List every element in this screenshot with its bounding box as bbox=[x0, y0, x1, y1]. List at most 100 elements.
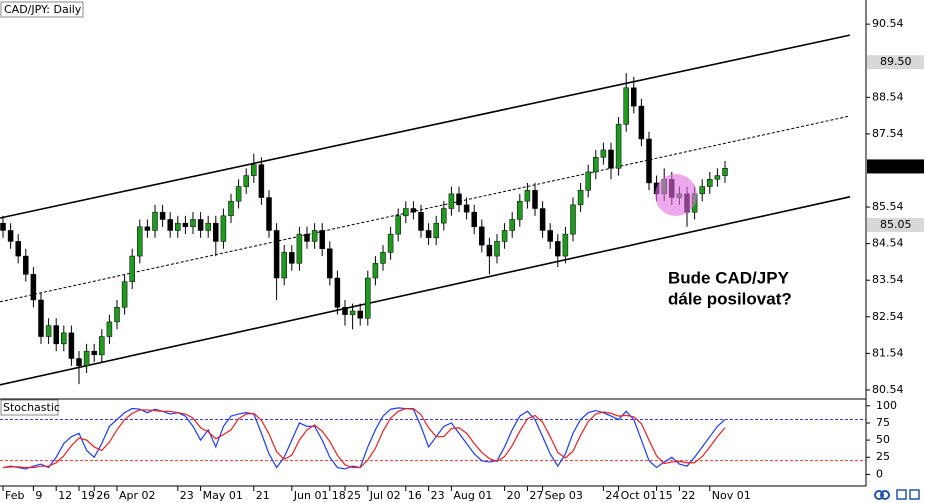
candle-body bbox=[441, 208, 447, 224]
candle-body bbox=[471, 211, 477, 228]
x-tick-label: Jun 01 bbox=[293, 489, 329, 502]
candle-body bbox=[403, 208, 409, 217]
candle-body bbox=[646, 138, 652, 184]
candle-body bbox=[456, 193, 462, 206]
y-tick-label: 0 bbox=[876, 467, 883, 480]
candle-body bbox=[593, 157, 599, 173]
candle-body bbox=[129, 255, 135, 282]
icon[interactable] bbox=[896, 489, 907, 500]
icon[interactable] bbox=[880, 490, 890, 500]
candle-body bbox=[159, 211, 166, 220]
y-tick-label: 25 bbox=[876, 450, 890, 463]
stochastic-line bbox=[2, 407, 726, 469]
candle-body bbox=[372, 263, 379, 279]
candle-body bbox=[494, 241, 500, 257]
icon[interactable] bbox=[909, 489, 920, 500]
candle-body bbox=[479, 226, 485, 246]
price-marker-label: 85.05 bbox=[880, 218, 912, 231]
icon[interactable] bbox=[874, 490, 884, 500]
price-marker-box bbox=[867, 55, 924, 70]
candle-body bbox=[707, 178, 713, 187]
indicator-title-box bbox=[0, 399, 59, 416]
highlight-circle bbox=[655, 174, 697, 216]
candle-body bbox=[137, 226, 143, 257]
candle-body bbox=[714, 175, 721, 180]
x-tick-label: Sep 03 bbox=[545, 489, 583, 502]
candle-body bbox=[53, 325, 59, 345]
candle-body bbox=[281, 252, 287, 279]
candle-body bbox=[387, 233, 394, 253]
candle-body bbox=[342, 307, 348, 315]
title-box bbox=[0, 1, 84, 18]
candle-body bbox=[311, 230, 318, 242]
candle-body bbox=[266, 197, 272, 231]
x-tick-label: Feb bbox=[5, 489, 24, 502]
trendline bbox=[0, 196, 851, 386]
candle-body bbox=[699, 186, 705, 195]
y-tick-label: 90.54 bbox=[872, 17, 904, 30]
y-tick-label: 88.54 bbox=[872, 90, 904, 103]
candle-body bbox=[220, 215, 227, 242]
candle-body bbox=[273, 230, 280, 279]
y-tick-label: 83.54 bbox=[872, 273, 904, 286]
x-tick-label: Jul 02 bbox=[369, 489, 401, 502]
candle-body bbox=[289, 252, 295, 264]
y-tick-label: 80.54 bbox=[872, 383, 904, 396]
candle-body bbox=[418, 211, 424, 231]
price-marker-label: 86.65 bbox=[880, 159, 912, 172]
candle-body bbox=[570, 204, 576, 235]
candle-body bbox=[99, 336, 105, 356]
candle-body bbox=[562, 233, 569, 257]
y-tick-label: 84.54 bbox=[872, 237, 904, 250]
candle-body bbox=[433, 222, 439, 239]
candle-body bbox=[463, 204, 470, 213]
candle-body bbox=[91, 350, 97, 356]
y-tick-label: 82.54 bbox=[872, 310, 904, 323]
plot-area bbox=[0, 34, 866, 470]
candle-body bbox=[585, 171, 591, 191]
x-tick-label: 24 bbox=[605, 489, 619, 502]
x-tick-label: 18 bbox=[332, 489, 346, 502]
annotation: Bude CAD/JPY bbox=[668, 268, 790, 287]
price-marker-box bbox=[867, 159, 924, 174]
candle-body bbox=[23, 255, 29, 275]
candle-body bbox=[0, 222, 6, 231]
indicator-title: Stochastic bbox=[3, 401, 60, 414]
candle-body bbox=[365, 277, 371, 319]
price-marker-label: 89.50 bbox=[880, 55, 912, 68]
candle-body bbox=[509, 219, 515, 231]
y-tick-label: 50 bbox=[876, 433, 890, 446]
x-tick-label: 25 bbox=[347, 489, 361, 502]
toolbar-icons bbox=[874, 489, 920, 500]
candle-body bbox=[380, 252, 386, 264]
price-marker-box bbox=[867, 217, 924, 232]
x-tick-label: 22 bbox=[681, 489, 695, 502]
annotation: dále posilovat? bbox=[668, 289, 792, 308]
candle-body bbox=[182, 222, 189, 228]
candle-body bbox=[425, 230, 432, 239]
trendline bbox=[0, 34, 851, 219]
candle-body bbox=[532, 189, 538, 209]
candle-body bbox=[228, 200, 234, 217]
x-tick-label: 15 bbox=[659, 489, 673, 502]
chart-title: CAD/JPY: Daily bbox=[4, 3, 82, 16]
candle-body bbox=[539, 208, 546, 231]
y-tick-label: 85.54 bbox=[872, 200, 904, 213]
y-tick-label: 87.54 bbox=[872, 127, 904, 140]
x-tick-label: 12 bbox=[58, 489, 72, 502]
candle-body bbox=[30, 274, 37, 301]
stochastic-line bbox=[2, 407, 726, 470]
candle-body bbox=[76, 358, 82, 367]
candle-body bbox=[296, 233, 303, 264]
candle-body bbox=[395, 215, 401, 235]
candle-body bbox=[349, 310, 356, 315]
candle-body bbox=[45, 325, 52, 337]
candle-body bbox=[197, 219, 204, 231]
candle-body bbox=[631, 87, 637, 107]
candle-body bbox=[235, 186, 242, 202]
candle-body bbox=[486, 244, 493, 257]
candle-body bbox=[448, 193, 455, 209]
x-tick-label: Aug 01 bbox=[453, 489, 492, 502]
candle-body bbox=[577, 189, 584, 206]
candle-body bbox=[213, 222, 219, 242]
